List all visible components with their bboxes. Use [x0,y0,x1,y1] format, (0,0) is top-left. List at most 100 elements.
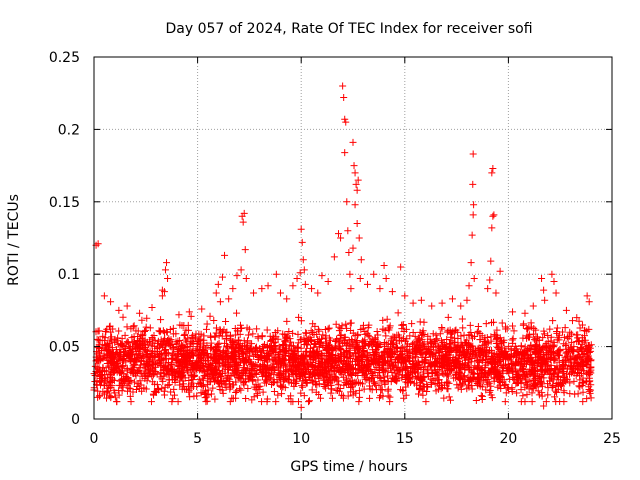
data-point [444,313,452,321]
data-point [250,289,258,297]
data-point [187,312,195,320]
data-point [562,345,570,353]
data-point [548,270,556,278]
data-point [554,334,562,342]
data-point [454,384,462,392]
data-point [104,384,112,392]
data-point [169,395,177,403]
data-point [421,350,429,358]
data-point [579,374,587,382]
data-point [184,349,192,357]
data-point [373,358,381,366]
data-point [429,330,437,338]
data-point [184,321,192,329]
data-point [298,371,306,379]
data-point [168,398,176,406]
data-point [232,388,240,396]
data-point [534,387,542,395]
data-point [323,358,331,366]
data-point [454,335,462,343]
data-point [324,277,332,285]
data-point [411,332,419,340]
data-point [178,370,186,378]
data-point [413,375,421,383]
data-point [226,362,234,370]
data-point [133,344,141,352]
data-point [438,345,446,353]
data-point [253,362,261,370]
data-point [335,358,343,366]
data-point [278,372,286,380]
data-point [245,345,253,353]
data-point [105,392,113,400]
data-point [436,330,444,338]
data-point [443,335,451,343]
data-point [356,366,364,374]
data-point [365,340,373,348]
data-point [469,180,477,188]
data-point [459,341,467,349]
data-point [489,212,497,220]
data-point [140,346,148,354]
data-point [562,357,570,365]
data-point [448,337,456,345]
data-point [518,365,526,373]
data-point [226,377,234,385]
data-point [200,368,208,376]
data-point [517,361,525,369]
data-point [556,398,564,406]
data-point [394,359,402,367]
data-point [240,365,248,373]
data-point [454,342,462,350]
data-point [294,398,302,406]
data-point [332,320,340,328]
data-point [364,280,372,288]
data-point [411,348,419,356]
data-point [353,220,361,228]
data-point [343,377,351,385]
data-point [308,371,316,379]
data-point [463,385,471,393]
data-point [236,321,244,329]
data-point [297,389,305,397]
data-point [587,356,595,364]
data-point [384,372,392,380]
data-point [161,266,169,274]
data-point [156,328,164,336]
data-point [509,308,517,316]
data-point [553,362,561,370]
data-point [129,370,137,378]
data-point [458,315,466,323]
data-point [518,375,526,383]
data-point [408,320,416,328]
data-point [192,330,200,338]
data-point [555,358,563,366]
data-point [586,387,594,395]
data-point [221,381,229,389]
data-point [227,372,235,380]
data-point [265,350,273,358]
data-point [343,357,351,365]
data-point [335,377,343,385]
data-point [469,369,477,377]
data-point [339,394,347,402]
data-point [418,353,426,361]
data-point [546,325,554,333]
data-point [339,82,347,90]
data-point [436,355,444,363]
y-tick-label: 0 [71,412,80,428]
data-point [253,325,261,333]
data-point [261,373,269,381]
data-point [509,335,517,343]
data-point [180,332,188,340]
data-point [444,378,452,386]
data-point [275,343,283,351]
data-point [579,388,587,396]
data-point [435,347,443,355]
data-point [587,394,595,402]
data-point [223,354,231,362]
data-point [197,362,205,370]
data-point [315,380,323,388]
data-point [519,321,527,329]
data-point [401,364,409,372]
